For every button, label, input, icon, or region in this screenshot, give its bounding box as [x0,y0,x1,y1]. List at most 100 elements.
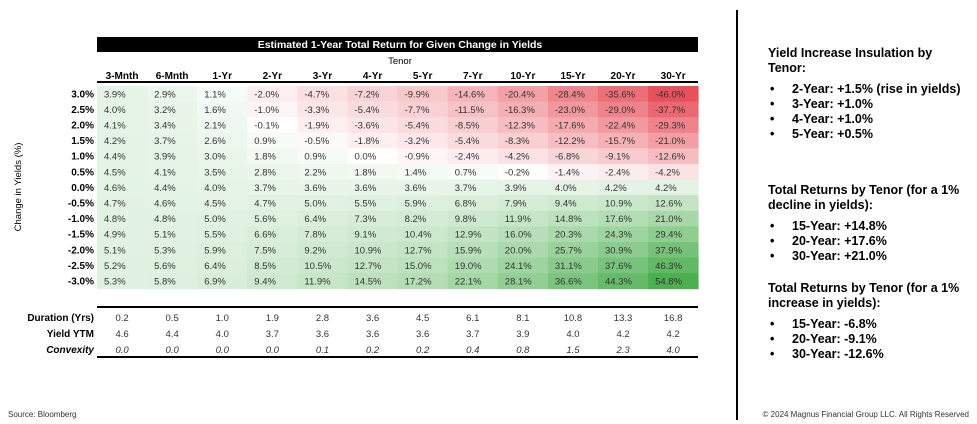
heatmap-cell [547,164,599,180]
heatmap-cell [147,210,198,227]
cell-value: 5.1% [154,230,176,241]
heatmap-cell [197,179,248,196]
row-label: -3.0% [68,277,94,288]
cell-value: -37.7% [655,105,686,116]
heatmap-cell [347,273,398,290]
heatmap-cell [197,273,248,290]
cell-value: 17.2% [405,277,432,288]
cell-value: 14.8% [555,214,582,225]
row-label: -2.5% [68,261,94,272]
cell-value: 3.0% [204,152,226,163]
insight-item: 3-Year: +1.0% [768,97,973,112]
heatmap-cell [197,257,248,274]
stats-value: 6.1 [466,313,479,324]
cell-value: 5.5% [355,199,377,210]
heatmap-cell [197,86,248,102]
heatmap-cell [397,117,449,134]
cell-value: -3.2% [405,136,430,147]
cell-value: 5.8% [154,277,176,288]
heatmap-cell [247,132,298,149]
stats-value: 0.4 [466,345,479,356]
column-header: 7-Yr [463,71,483,82]
cell-value: 31.1% [555,261,582,272]
heatmap-cell [347,101,398,118]
heatmap-cell [547,101,599,118]
heatmap-cell [648,132,699,149]
heatmap-cell [547,179,599,196]
insight-item: 5-Year: +0.5% [768,127,973,142]
row-label: -1.0% [68,214,94,225]
cell-value: 29.4% [655,230,682,241]
heatmap-cell [547,242,599,258]
cell-value: 36.6% [555,277,582,288]
cell-value: 2.6% [204,136,226,147]
cell-value: 8.5% [254,261,276,272]
cell-value: 10.5% [304,261,331,272]
cell-value: 7.9% [505,199,527,210]
stats-value: 10.8 [564,313,583,324]
stats-rows: Duration (Yrs) 0.2 0.5 1.0 1.9 2.8 3.6 4.5 6.1 8.… [27,313,682,356]
cell-value: 9.1% [355,230,377,241]
heatmap-cell [497,226,549,243]
row-label: 2.0% [71,121,94,132]
heatmap-cell [297,101,348,118]
column-header: 3-Mnth [106,71,139,82]
cell-value: -12.6% [655,152,686,163]
cell-value: 3.2% [154,105,176,116]
cell-value: 5.1% [104,245,126,256]
stats-value: 13.3 [614,313,633,324]
heatmap-cell [347,226,398,243]
column-header: 5-Yr [413,71,433,82]
cell-value: -7.2% [355,89,380,100]
cell-value: -23.0% [555,105,586,116]
stats-value: 8.1 [516,313,529,324]
stats-value: 4.2 [667,329,680,340]
cell-value: 4.7% [104,199,126,210]
cell-value: 4.2% [655,183,677,194]
cell-value: -11.5% [455,105,485,116]
cell-value: 22.1% [455,277,482,288]
cell-value: 37.9% [655,245,682,256]
heatmap-cell [648,195,699,212]
heatmap-cell [598,148,649,165]
chart-title: Estimated 1-Year Total Return for Given … [258,39,543,51]
cell-value: -20.4% [505,89,536,100]
heatmap-cell [347,148,398,165]
heatmap-cell [598,179,649,196]
cell-value: 5.6% [254,214,276,225]
cell-value: 4.4% [104,152,126,163]
heatmap-cell [497,273,549,290]
cell-value: 14.5% [355,277,382,288]
cell-value: 10.9% [355,245,382,256]
cell-value: 4.6% [154,199,176,210]
cell-value: 4.2% [104,136,126,147]
cell-value: 3.7% [154,136,176,147]
heatmap-cell [598,101,649,118]
cell-value: 25.7% [555,245,582,256]
heatmap-cell [97,226,148,243]
cell-value: -0.9% [405,152,430,163]
heatmap-cell [147,226,198,243]
cell-value: 37.6% [605,261,632,272]
insight-section-1: Yield Increase Insulation by Tenor: 2-Ye… [768,46,973,142]
heatmap-cell [397,226,449,243]
heatmap-cell [147,132,198,149]
yield-return-heatmap: Estimated 1-Year Total Return for Given … [13,37,699,358]
cell-value: -0.1% [254,121,279,132]
heatmap-cell [247,101,298,118]
heatmap-cell [598,164,649,180]
cell-value: -46.0% [655,89,686,100]
cell-value: 7.3% [355,214,377,225]
stats-value: 3.7 [266,329,279,340]
cell-value: 11.9% [505,214,532,225]
insight-item: 20-Year: +17.6% [768,234,973,249]
heatmap-cell [648,101,699,118]
heatmap-cell [547,226,599,243]
cell-value: -4.7% [304,89,329,100]
heatmap-cell [397,273,449,290]
stats-value: 1.0 [216,313,229,324]
cell-value: 3.6% [405,183,427,194]
heatmap-cell [497,210,549,227]
row-label: -1.5% [68,230,94,241]
heatmap-cell [97,117,148,134]
